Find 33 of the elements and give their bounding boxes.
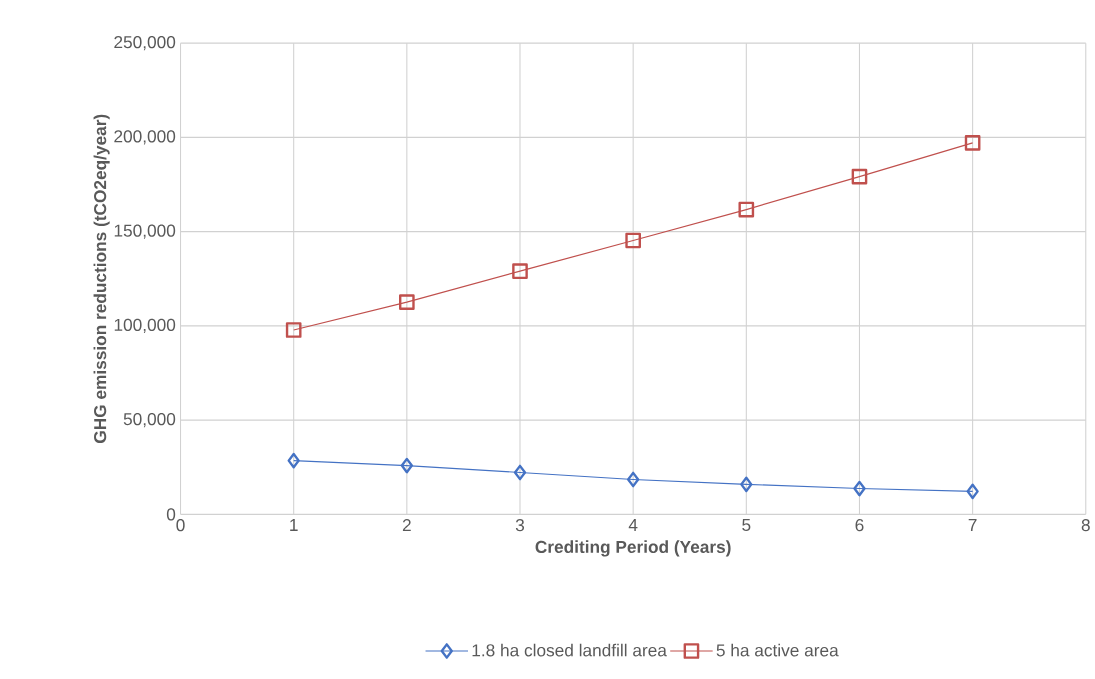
- x-tick-label: 5: [742, 519, 751, 532]
- point: [740, 476, 753, 493]
- x-tick-label: 3: [515, 519, 525, 532]
- point: [399, 294, 415, 310]
- point: [626, 471, 640, 488]
- point: [400, 457, 414, 474]
- point: [964, 135, 981, 151]
- y-tick-label: 150,000: [114, 224, 176, 239]
- point: [285, 322, 302, 338]
- point: [966, 483, 979, 500]
- point: [625, 232, 641, 249]
- point: [851, 168, 868, 185]
- point: [513, 464, 527, 481]
- point: [853, 480, 866, 497]
- x-tick-label: 2: [402, 519, 411, 532]
- x-tick-label: 1: [290, 519, 298, 531]
- y-axis-title: GHG emission reductions (tCO2eq/year): [93, 114, 110, 443]
- x-tick-label: 8: [1081, 519, 1090, 532]
- x-axis-title: Crediting Period (Years): [535, 540, 731, 557]
- y-tick-label: 200,000: [114, 130, 176, 145]
- x-tick-label: 7: [968, 519, 977, 531]
- x-tick-label: 6: [855, 519, 864, 532]
- y-tick-label: 250,000: [114, 36, 176, 51]
- legend-label: 5 ha active area: [716, 643, 839, 657]
- point: [738, 201, 755, 218]
- legend-label: 1.8 ha closed landfill area: [472, 643, 667, 657]
- y-tick-label: 100,000: [114, 318, 176, 334]
- point: [287, 452, 300, 469]
- y-tick-label: 50,000: [123, 413, 176, 428]
- point: [512, 263, 528, 280]
- x-tick-label: 4: [628, 519, 638, 531]
- y-tick-label: 0: [166, 508, 176, 521]
- x-tick-label: 0: [176, 519, 185, 532]
